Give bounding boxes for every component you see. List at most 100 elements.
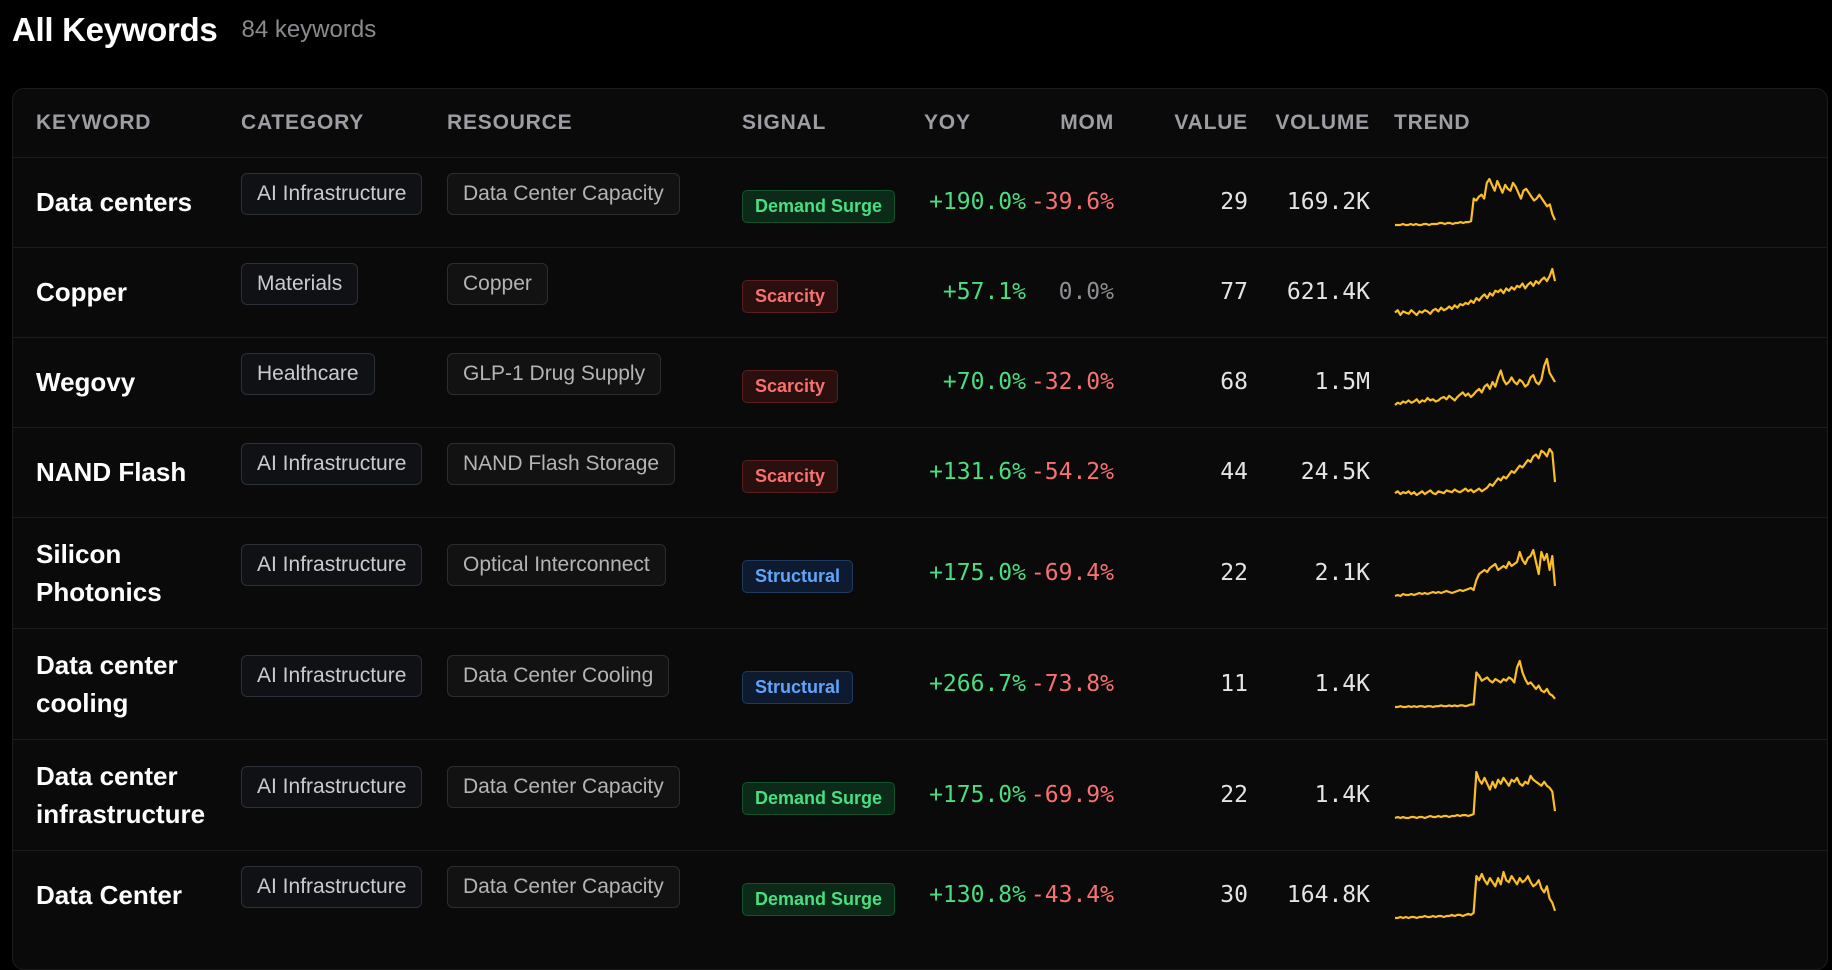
trend-cell (1370, 157, 1827, 247)
value-cell: 30 (1220, 882, 1248, 909)
mom-cell: -43.4% (1030, 882, 1114, 909)
trend-line (1394, 770, 1556, 819)
value-cell: 44 (1220, 459, 1248, 485)
keyword-cell[interactable]: Silicon Photonics (36, 538, 162, 607)
table-row[interactable]: Data center cooling AI Infrastructure Da… (13, 628, 1827, 739)
table-row[interactable]: Wegovy Healthcare GLP-1 Drug Supply Scar… (13, 337, 1827, 427)
trend-line (1394, 267, 1556, 317)
resource-cell: Data Center Capacity (447, 739, 742, 850)
resource-cell: GLP-1 Drug Supply (447, 337, 742, 427)
volume-cell: 621.4K (1286, 279, 1370, 305)
trend-cell (1370, 739, 1827, 850)
signal-badge: Structural (742, 560, 854, 593)
resource-pill[interactable]: Copper (447, 263, 548, 305)
keyword-cell[interactable]: NAND Flash (36, 457, 187, 487)
signal-cell: Demand Surge (742, 739, 915, 850)
column-header-volume[interactable]: VOLUME (1275, 110, 1370, 134)
column-header-value[interactable]: VALUE (1174, 110, 1248, 134)
table-row[interactable]: Copper Materials Copper Scarcity +57.1% … (13, 247, 1827, 337)
mom-cell: -73.8% (1030, 670, 1114, 697)
value-cell: 77 (1220, 279, 1248, 305)
mom-cell: -69.4% (1030, 559, 1114, 586)
trend-sparkline (1395, 177, 1556, 227)
yoy-cell: +57.1% (942, 279, 1026, 305)
table-row[interactable]: Data centers AI Infrastructure Data Cent… (13, 157, 1827, 247)
signal-cell: Structural (742, 517, 915, 628)
resource-pill[interactable]: Data Center Cooling (447, 654, 670, 697)
column-header-mom[interactable]: MOM (1060, 110, 1114, 134)
resource-cell: Data Center Cooling (447, 628, 742, 739)
trend-cell (1370, 427, 1827, 517)
yoy-cell: +190.0% (929, 189, 1026, 215)
table-row[interactable]: Silicon Photonics AI Infrastructure Opti… (13, 517, 1827, 628)
resource-cell: Data Center Capacity (447, 157, 742, 247)
yoy-cell: +70.0% (942, 369, 1026, 395)
resource-pill[interactable]: Data Center Capacity (447, 173, 680, 215)
column-header-yoy[interactable]: YOY (924, 110, 971, 134)
mom-cell: -32.0% (1030, 369, 1114, 395)
yoy-cell: +266.7% (929, 670, 1026, 697)
table-row[interactable]: Data Center AI Infrastructure Data Cente… (13, 850, 1827, 940)
resource-pill[interactable]: Data Center Capacity (447, 765, 680, 808)
category-pill[interactable]: AI Infrastructure (241, 866, 423, 909)
trend-cell (1370, 337, 1827, 427)
column-header-trend[interactable]: TREND (1394, 110, 1471, 134)
category-pill[interactable]: AI Infrastructure (241, 443, 423, 485)
signal-badge: Scarcity (742, 369, 839, 403)
trend-cell (1370, 247, 1827, 337)
resource-cell: NAND Flash Storage (447, 427, 742, 517)
trend-line (1395, 659, 1556, 708)
resource-cell: Copper (447, 247, 742, 337)
keyword-cell[interactable]: Data center infrastructure (36, 760, 206, 829)
category-cell: AI Infrastructure (241, 739, 447, 850)
table-header-row: KEYWORD CATEGORY RESOURCE SIGNAL YOY MOM… (13, 89, 1827, 157)
resource-pill[interactable]: Optical Interconnect (447, 543, 666, 586)
category-cell: AI Infrastructure (241, 517, 447, 628)
volume-cell: 1.4K (1314, 670, 1370, 697)
category-cell: AI Infrastructure (241, 157, 447, 247)
category-cell: AI Infrastructure (241, 427, 447, 517)
yoy-cell: +131.6% (929, 459, 1026, 485)
column-header-signal[interactable]: SIGNAL (742, 110, 827, 134)
category-pill[interactable]: AI Infrastructure (241, 765, 423, 808)
signal-badge: Scarcity (742, 279, 839, 313)
resource-pill[interactable]: GLP-1 Drug Supply (447, 353, 662, 395)
category-cell: AI Infrastructure (241, 850, 447, 940)
category-pill[interactable]: Healthcare (241, 353, 375, 395)
signal-badge: Demand Surge (742, 782, 896, 815)
table-row[interactable]: NAND Flash AI Infrastructure NAND Flash … (13, 427, 1827, 517)
page-title: All Keywords (12, 11, 218, 48)
trend-line (1395, 177, 1556, 227)
yoy-cell: +175.0% (929, 781, 1026, 808)
resource-pill[interactable]: NAND Flash Storage (447, 443, 676, 485)
value-cell: 11 (1220, 670, 1248, 697)
column-header-category[interactable]: CATEGORY (241, 110, 365, 134)
value-cell: 29 (1220, 189, 1248, 215)
category-pill[interactable]: AI Infrastructure (241, 654, 423, 697)
keywords-table: KEYWORD CATEGORY RESOURCE SIGNAL YOY MOM… (13, 89, 1827, 940)
keyword-cell[interactable]: Data center cooling (36, 649, 178, 718)
trend-cell (1370, 517, 1827, 628)
category-pill[interactable]: AI Infrastructure (241, 173, 423, 215)
category-cell: AI Infrastructure (241, 628, 447, 739)
keyword-cell[interactable]: Wegovy (36, 367, 136, 397)
keyword-cell[interactable]: Data centers (36, 187, 193, 217)
signal-cell: Scarcity (742, 247, 915, 337)
trend-cell (1370, 628, 1827, 739)
category-pill[interactable]: Materials (241, 263, 359, 305)
category-pill[interactable]: AI Infrastructure (241, 543, 423, 586)
keyword-count: 84 keywords (241, 16, 377, 43)
yoy-cell: +175.0% (929, 559, 1026, 586)
keyword-cell[interactable]: Data Center (36, 880, 182, 911)
keyword-cell[interactable]: Copper (36, 277, 127, 307)
resource-cell: Optical Interconnect (447, 517, 742, 628)
column-header-keyword[interactable]: KEYWORD (36, 110, 152, 134)
resource-pill[interactable]: Data Center Capacity (447, 866, 680, 909)
trend-line (1394, 447, 1556, 497)
trend-sparkline (1395, 659, 1556, 708)
signal-badge: Scarcity (742, 459, 839, 493)
yoy-cell: +130.8% (929, 882, 1026, 909)
table-row[interactable]: Data center infrastructure AI Infrastruc… (13, 739, 1827, 850)
column-header-resource[interactable]: RESOURCE (447, 110, 573, 134)
volume-cell: 1.4K (1314, 781, 1370, 808)
